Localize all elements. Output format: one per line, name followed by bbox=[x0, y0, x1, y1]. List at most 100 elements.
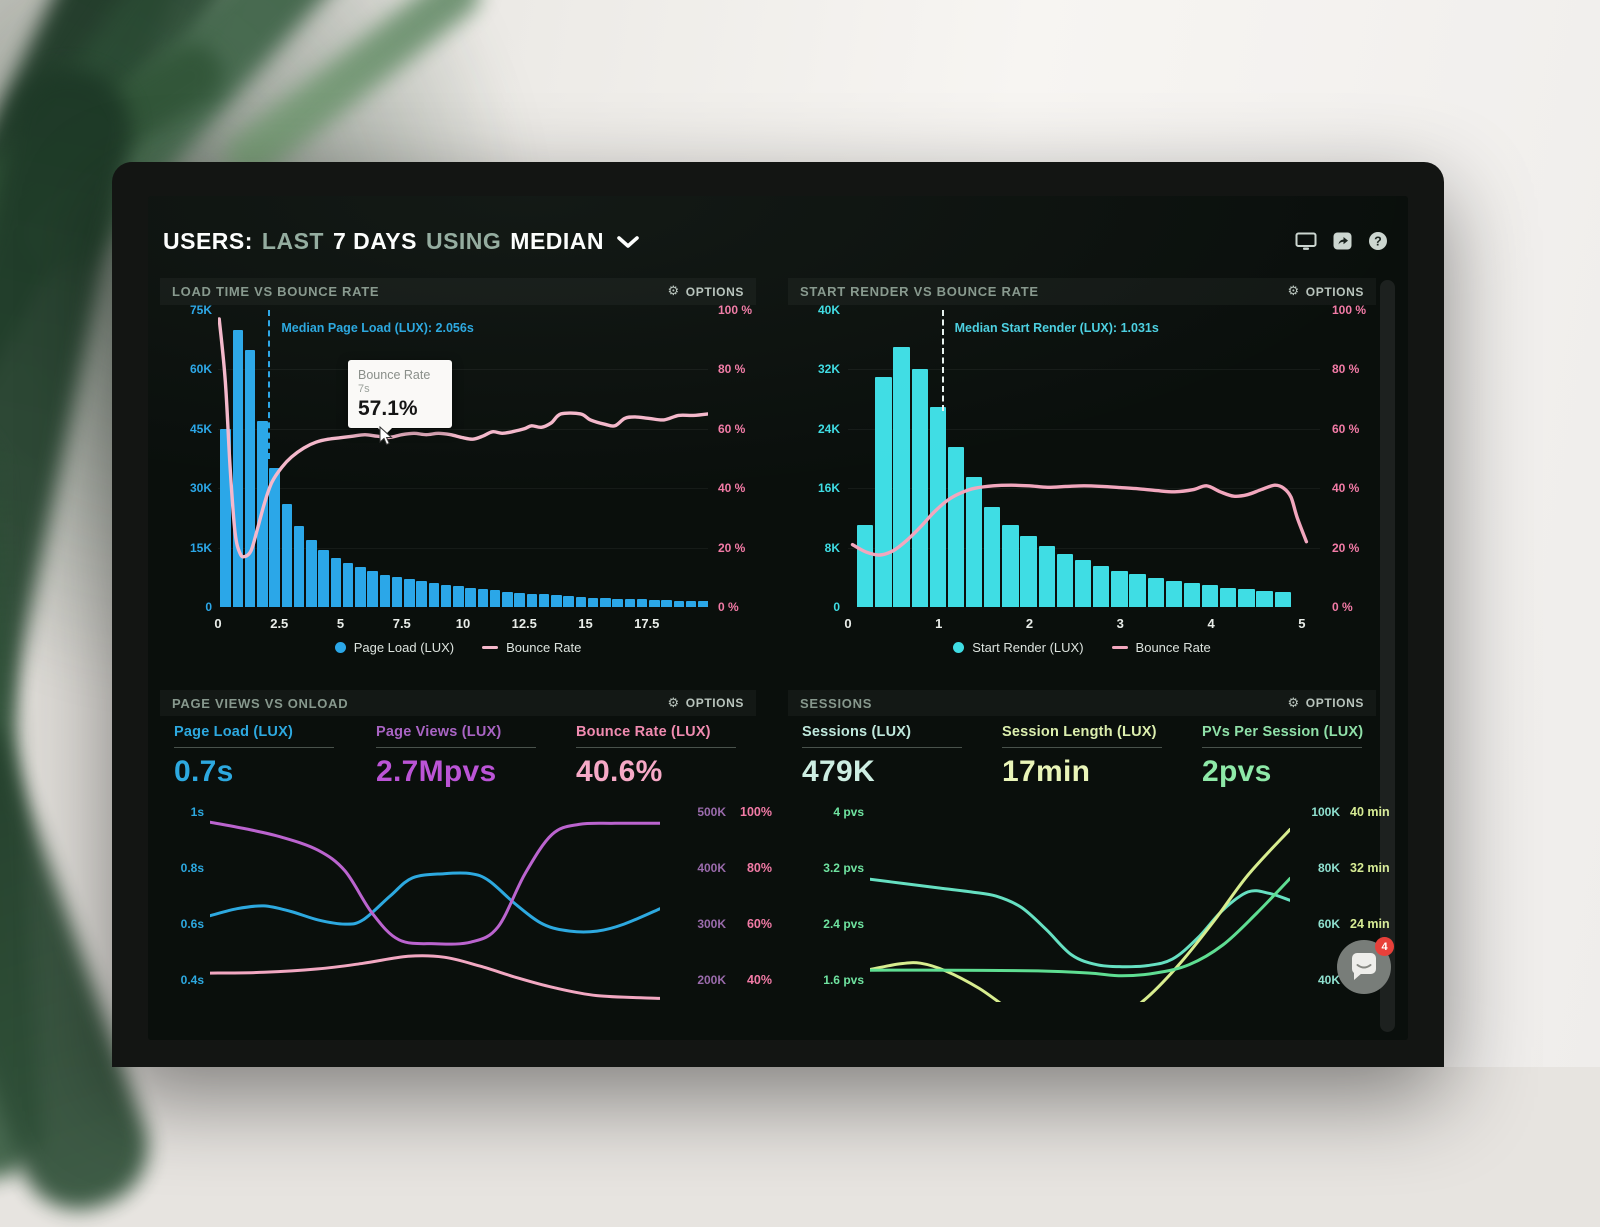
legend-bounce-rate[interactable]: Bounce Rate bbox=[1111, 640, 1211, 655]
bar[interactable] bbox=[342, 563, 354, 607]
bar[interactable] bbox=[404, 579, 415, 607]
bar[interactable] bbox=[306, 539, 317, 607]
bar[interactable] bbox=[220, 428, 231, 607]
title-7days: 7 DAYS bbox=[332, 227, 417, 254]
axis-tick: 60K bbox=[1317, 917, 1340, 932]
options-label: OPTIONS bbox=[685, 284, 744, 299]
bar[interactable] bbox=[379, 574, 391, 607]
options-button[interactable]: ⚙ OPTIONS bbox=[668, 696, 744, 710]
bar[interactable] bbox=[984, 506, 1001, 607]
bar[interactable] bbox=[318, 549, 329, 607]
bar[interactable] bbox=[1183, 583, 1201, 607]
y-axis-right: 100 % 80 % 60 % 40 % 20 % 0 % bbox=[1332, 303, 1376, 614]
chart-plot[interactable] bbox=[870, 802, 1290, 1002]
bar[interactable] bbox=[440, 584, 452, 607]
bar[interactable] bbox=[232, 329, 244, 607]
bar[interactable] bbox=[612, 598, 623, 607]
axis-tick: 15 bbox=[578, 616, 593, 631]
options-button[interactable]: ⚙ OPTIONS bbox=[668, 285, 744, 299]
bar[interactable] bbox=[698, 601, 708, 607]
metric-value: 0.7s bbox=[174, 755, 234, 788]
bar[interactable] bbox=[600, 598, 611, 607]
report-selector[interactable]: USERS: LAST 7 DAYS USING MEDIAN bbox=[163, 228, 639, 255]
bar[interactable] bbox=[563, 595, 574, 607]
bar[interactable] bbox=[367, 571, 378, 607]
chart-plot[interactable]: Median Start Render (LUX): 1.031s bbox=[848, 310, 1320, 607]
bar[interactable] bbox=[1256, 590, 1273, 607]
bar[interactable] bbox=[391, 576, 403, 607]
panel-header: SESSIONS ⚙ OPTIONS bbox=[788, 690, 1376, 716]
axis-tick: 0 bbox=[205, 600, 212, 614]
bar[interactable] bbox=[911, 369, 928, 607]
bar[interactable] bbox=[1020, 536, 1037, 607]
gear-icon: ⚙ bbox=[667, 695, 680, 711]
metric-underline bbox=[1202, 747, 1362, 748]
bar[interactable] bbox=[575, 596, 587, 607]
bar[interactable] bbox=[538, 594, 550, 607]
metric-session-length: Session Length (LUX) 17min bbox=[1002, 724, 1198, 789]
bar[interactable] bbox=[875, 376, 892, 607]
bar[interactable] bbox=[947, 447, 965, 607]
bar[interactable] bbox=[1038, 546, 1055, 607]
bar[interactable] bbox=[281, 504, 293, 607]
legend-dot-icon bbox=[334, 642, 346, 653]
chat-widget-button[interactable]: 4 bbox=[1337, 937, 1394, 994]
bar[interactable] bbox=[624, 599, 636, 607]
scrollbar[interactable] bbox=[1380, 280, 1395, 1032]
bar[interactable] bbox=[477, 589, 489, 607]
bar[interactable] bbox=[1129, 574, 1146, 607]
bar[interactable] bbox=[1165, 581, 1183, 607]
help-icon[interactable]: ? bbox=[1368, 231, 1388, 251]
display-icon[interactable] bbox=[1295, 232, 1317, 251]
axis-tick: 10 bbox=[455, 616, 471, 631]
bar[interactable] bbox=[661, 600, 672, 607]
y-axis-left: 75K 60K 45K 30K 15K 0 bbox=[166, 303, 212, 614]
legend-bounce-rate[interactable]: Bounce Rate bbox=[482, 640, 581, 655]
bar[interactable] bbox=[355, 567, 366, 607]
bar[interactable] bbox=[1002, 525, 1019, 607]
chart-plot[interactable]: Median Page Load (LUX): 2.056s Bounce Ra… bbox=[218, 310, 708, 607]
legend-start-render[interactable]: Start Render (LUX) bbox=[953, 640, 1084, 655]
metric-label: Page Load (LUX) bbox=[174, 724, 294, 740]
bar[interactable] bbox=[1238, 589, 1255, 607]
bar[interactable] bbox=[1074, 560, 1092, 607]
bar[interactable] bbox=[551, 595, 562, 607]
bar[interactable] bbox=[636, 599, 648, 607]
axis-tick: 8K bbox=[824, 540, 840, 555]
bar[interactable] bbox=[1056, 553, 1074, 607]
legend-label: Page Load (LUX) bbox=[353, 640, 455, 655]
bar[interactable] bbox=[1220, 587, 1237, 607]
bar[interactable] bbox=[1274, 592, 1291, 607]
panel-start-render: START RENDER VS BOUNCE RATE ⚙ OPTIONS 40… bbox=[788, 278, 1376, 674]
bar[interactable] bbox=[649, 599, 660, 607]
bar[interactable] bbox=[526, 593, 538, 607]
axis-tick: 20 % bbox=[1332, 540, 1360, 555]
bar[interactable] bbox=[1202, 585, 1219, 607]
bar[interactable] bbox=[453, 586, 464, 607]
bar[interactable] bbox=[465, 588, 476, 607]
bar[interactable] bbox=[966, 477, 983, 607]
bar[interactable] bbox=[489, 590, 501, 607]
bar[interactable] bbox=[293, 525, 305, 607]
bar[interactable] bbox=[244, 349, 256, 607]
bar[interactable] bbox=[416, 581, 427, 607]
axis-tick: 32K bbox=[817, 362, 840, 377]
bar[interactable] bbox=[428, 583, 440, 607]
bar[interactable] bbox=[673, 600, 685, 607]
bar[interactable] bbox=[502, 591, 513, 607]
bar[interactable] bbox=[514, 592, 525, 607]
bar[interactable] bbox=[330, 557, 342, 607]
bar[interactable] bbox=[1111, 570, 1128, 607]
bar[interactable] bbox=[1147, 578, 1164, 607]
bar[interactable] bbox=[587, 597, 599, 607]
bar[interactable] bbox=[1093, 566, 1110, 607]
options-button[interactable]: ⚙ OPTIONS bbox=[1288, 285, 1364, 299]
bar[interactable] bbox=[685, 601, 697, 607]
legend-page-load[interactable]: Page Load (LUX) bbox=[334, 640, 455, 655]
chart-plot[interactable] bbox=[210, 802, 660, 1002]
options-button[interactable]: ⚙ OPTIONS bbox=[1288, 696, 1364, 710]
bar[interactable] bbox=[269, 468, 280, 607]
bar[interactable] bbox=[857, 525, 874, 607]
legend-label: Start Render (LUX) bbox=[972, 640, 1084, 655]
share-icon[interactable] bbox=[1332, 231, 1353, 251]
